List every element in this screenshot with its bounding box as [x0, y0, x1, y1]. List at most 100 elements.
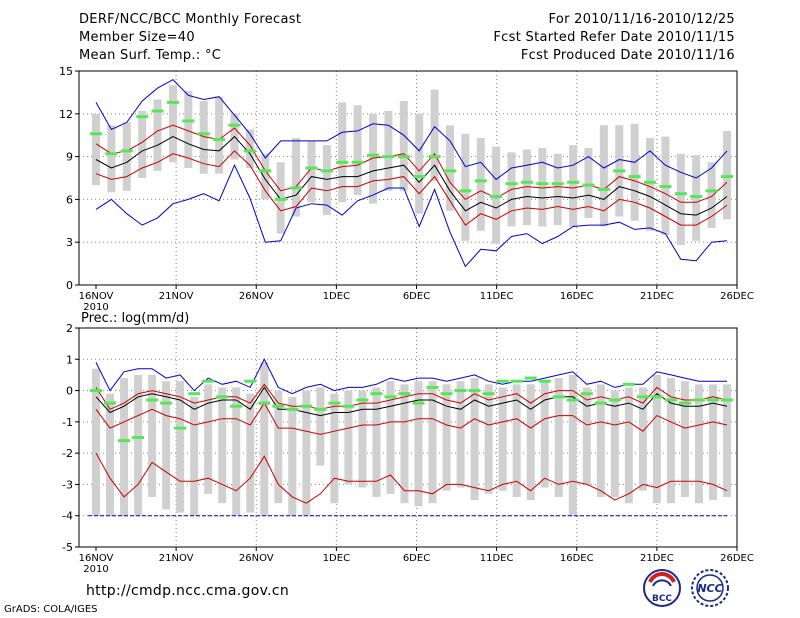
ensemble-box — [599, 125, 608, 227]
y-tick-label: 0 — [66, 385, 73, 398]
observed-marker — [520, 180, 533, 184]
observed-marker — [197, 132, 210, 136]
observed-marker — [314, 407, 327, 411]
ensemble-box — [526, 384, 535, 501]
ensemble-box — [148, 374, 157, 497]
observed-marker — [244, 379, 257, 383]
x-tick-label: 16NOV — [79, 553, 114, 564]
member-size-label: Member Size=40 — [79, 30, 195, 45]
inner-lower-line — [95, 150, 728, 226]
observed-marker — [567, 180, 580, 184]
ensemble-box — [176, 381, 185, 513]
observed-marker — [459, 189, 472, 193]
y-tick-label: -2 — [62, 447, 73, 460]
observed-marker — [342, 404, 355, 408]
x-tick-label: 11DEC — [480, 291, 514, 302]
observed-marker — [454, 389, 467, 393]
observed-marker — [608, 398, 621, 402]
y-tick-label: 3 — [66, 236, 73, 249]
observed-marker — [305, 166, 318, 170]
x-tick-label: 21NOV — [159, 553, 194, 564]
outer-upper-line — [95, 358, 727, 395]
panel-precipitation: -5 -4 -3 -2 -1 0 1 2 16NOV 21NOV 26NOV 1DEC 6DEC 11DE… — [62, 311, 754, 575]
bcc-logo-text: BCC — [652, 594, 672, 604]
ensemble-box — [676, 153, 685, 246]
ensemble-box — [307, 140, 316, 203]
observed-marker — [412, 401, 425, 405]
observed-marker — [490, 195, 503, 199]
ensemble-box — [384, 110, 393, 191]
ensemble-box — [358, 390, 367, 488]
observed-marker — [259, 169, 272, 173]
observed-marker — [202, 379, 215, 383]
ensemble-box — [168, 85, 177, 163]
observed-marker — [118, 439, 131, 443]
ensemble-box — [218, 387, 227, 504]
ensemble-box — [428, 381, 437, 504]
grads-credit: GrADS: COLA/IGES — [4, 604, 98, 615]
observed-marker — [228, 123, 241, 127]
forecast-produced-date: Fcst Produced Date 2010/11/16 — [520, 48, 735, 63]
observed-marker — [384, 395, 397, 399]
y-tick-label: -3 — [62, 478, 73, 491]
x-tick-label: 16NOV — [79, 291, 114, 302]
y-tick-label: 9 — [66, 151, 73, 164]
ensemble-box — [498, 387, 507, 491]
ensemble-box — [344, 390, 353, 485]
observed-marker — [580, 392, 593, 396]
ensemble-box — [369, 113, 378, 204]
ensemble-box — [399, 100, 408, 191]
chart-title: DERF/NCC/BCC Monthly Forecast — [79, 12, 302, 27]
forecast-started-date: Fcst Started Refer Date 2010/11/15 — [493, 30, 735, 45]
observed-marker — [706, 398, 719, 402]
observed-marker — [243, 149, 256, 153]
observed-marker — [151, 109, 164, 113]
ensemble-box — [204, 384, 213, 494]
y-tick-label: 15 — [59, 65, 73, 78]
observed-marker — [594, 401, 607, 405]
observed-marker — [216, 395, 229, 399]
observed-marker — [690, 195, 703, 199]
ensemble-box — [322, 145, 331, 216]
ensemble-box — [553, 153, 562, 226]
ensemble-mean-line — [95, 386, 728, 417]
observed-marker — [692, 398, 705, 402]
outer-lower-line — [95, 452, 728, 504]
ensemble-box — [476, 138, 485, 231]
inner-lower-line — [95, 402, 728, 435]
source-url[interactable]: http://cmdp.ncc.cma.gov.cn — [86, 583, 289, 599]
y-tick-label: -5 — [62, 541, 73, 554]
ensemble-box — [540, 381, 549, 488]
x-tick-label: 6DEC — [403, 291, 430, 302]
observed-marker — [426, 385, 439, 389]
observed-marker — [160, 401, 173, 405]
ensemble-box — [584, 148, 593, 218]
observed-marker — [120, 149, 133, 153]
observed-marker — [413, 175, 426, 179]
ensemble-box — [338, 102, 347, 203]
ensemble-box — [554, 378, 563, 497]
ensemble-box — [522, 149, 531, 226]
ensemble-box — [456, 381, 465, 488]
ensemble-box — [246, 393, 255, 513]
observed-marker — [258, 401, 271, 405]
observed-marker — [320, 169, 333, 173]
observed-marker — [336, 160, 349, 164]
observed-marker — [174, 426, 187, 430]
forecast-period: For 2010/11/16-2010/12/25 — [548, 12, 735, 27]
ensemble-box — [153, 99, 162, 171]
ensemble-box — [232, 387, 241, 516]
y-tick-label: -4 — [62, 510, 73, 523]
variable-label: Mean Surf. Temp.: °C — [79, 48, 222, 63]
ensemble-box — [215, 96, 224, 174]
ensemble-box — [646, 138, 655, 231]
ensemble-box — [569, 145, 578, 227]
ensemble-mean-line — [95, 135, 728, 216]
observed-marker — [351, 160, 364, 164]
observed-marker — [496, 379, 509, 383]
ensemble-box — [430, 89, 439, 181]
observed-marker — [367, 153, 380, 157]
ensemble-box — [120, 378, 129, 516]
ensemble-box — [470, 378, 479, 501]
